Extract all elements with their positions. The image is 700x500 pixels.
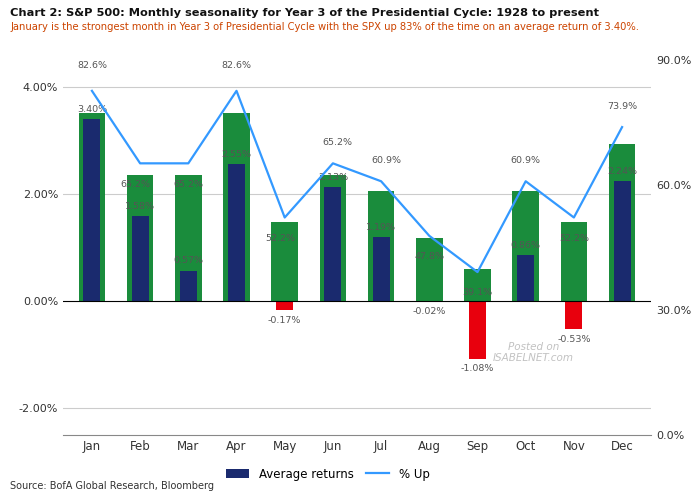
Legend: Average returns, % Up: Average returns, % Up [221,463,434,485]
Text: 2.24%: 2.24% [607,166,637,175]
Text: 0.57%: 0.57% [174,256,203,265]
Bar [320,176,346,301]
Bar [83,119,100,301]
Bar [368,190,394,301]
Text: Chart 2: S&P 500: Monthly seasonality for Year 3 of the Presidential Cycle: 1928: Chart 2: S&P 500: Monthly seasonality fo… [10,8,599,18]
Text: 60.9%: 60.9% [511,156,540,165]
Text: -0.17%: -0.17% [268,316,302,324]
Bar [228,164,245,301]
Bar [372,238,389,301]
Text: 52.2%: 52.2% [559,234,589,243]
Text: Posted on
ISABELNET.com: Posted on ISABELNET.com [493,342,574,363]
Bar [175,176,202,301]
Text: 1.19%: 1.19% [366,223,396,232]
Bar [517,255,534,301]
Text: 82.6%: 82.6% [221,62,251,70]
Bar [276,301,293,310]
Text: 0.86%: 0.86% [511,240,540,250]
Bar [512,190,539,301]
Bar [609,144,636,301]
Bar [416,238,442,301]
Bar [223,113,250,301]
Bar [127,176,153,301]
Text: 2.13%: 2.13% [318,172,348,182]
Bar [561,222,587,301]
Text: January is the strongest month in Year 3 of Presidential Cycle with the SPX up 8: January is the strongest month in Year 3… [10,22,640,32]
Text: 1.58%: 1.58% [125,202,155,211]
Text: -1.08%: -1.08% [461,364,494,374]
Bar [325,187,342,301]
Text: 3.40%: 3.40% [77,104,107,114]
Text: 39.1%: 39.1% [463,288,493,298]
Text: 47.8%: 47.8% [414,252,444,261]
Bar [132,216,148,301]
Bar [421,301,438,302]
Text: 73.9%: 73.9% [607,102,637,110]
Text: 65.2%: 65.2% [174,180,203,188]
Text: 2.55%: 2.55% [221,150,251,159]
Text: 52.2%: 52.2% [265,234,295,243]
Text: Source: BofA Global Research, Bloomberg: Source: BofA Global Research, Bloomberg [10,481,214,491]
Bar [464,268,491,301]
Bar [469,301,486,359]
Bar [614,181,631,301]
Bar [272,222,298,301]
Text: 65.2%: 65.2% [323,138,353,147]
Text: 82.6%: 82.6% [77,62,107,70]
Text: 60.9%: 60.9% [371,156,401,165]
Bar [566,301,582,330]
Text: -0.02%: -0.02% [412,308,446,316]
Text: -0.53%: -0.53% [557,335,591,344]
Text: 65.2%: 65.2% [120,180,150,188]
Bar [180,270,197,301]
Bar [78,113,105,301]
